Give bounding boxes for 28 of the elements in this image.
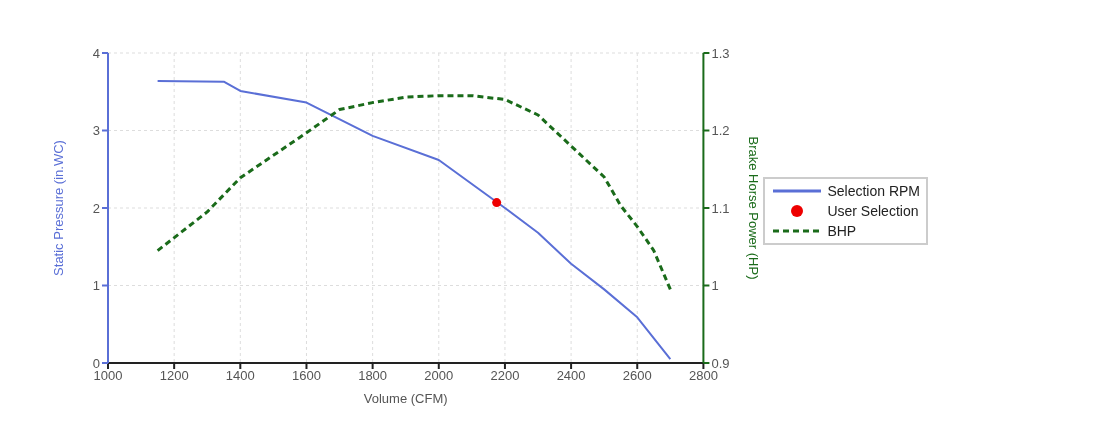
x-tick-label: 1400: [225, 368, 255, 384]
x-tick-label: 1800: [358, 368, 388, 384]
x-tick-label: 1000: [93, 368, 123, 384]
legend-label: BHP: [827, 222, 857, 239]
x-tick-label: 2800: [688, 368, 718, 384]
x-tick-label: 2600: [622, 368, 652, 384]
y-tick-label: 3: [92, 123, 100, 139]
y-tick-label: 0: [92, 355, 100, 371]
x-tick-label: 1200: [159, 368, 189, 384]
x-tick-label: 2000: [424, 368, 454, 384]
y2-tick-label: 1.1: [711, 200, 730, 216]
x-tick-label: 1600: [292, 368, 321, 384]
y2-tick-label: 1: [711, 278, 719, 294]
legend-label: User Selection: [827, 202, 919, 219]
y2-tick-label: 1.2: [711, 123, 730, 139]
y-axis-title: Static Pressure (in.WC): [50, 140, 66, 276]
x-tick-label: 2400: [556, 368, 586, 384]
y2-tick-label: 0.9: [711, 355, 730, 371]
y-tick-label: 2: [92, 200, 100, 216]
y-tick-label: 4: [92, 45, 100, 61]
y-tick-label: 1: [92, 278, 100, 294]
legend-label: Selection RPM: [827, 182, 920, 199]
x-tick-label: 2200: [490, 368, 520, 384]
line-series: [156, 79, 672, 361]
line-series: [156, 94, 672, 291]
y2-axis-title: Brake Horse Power (HP): [745, 136, 761, 280]
y2-tick-label: 1.3: [711, 45, 730, 61]
x-axis-title: Volume (CFM): [363, 391, 448, 406]
